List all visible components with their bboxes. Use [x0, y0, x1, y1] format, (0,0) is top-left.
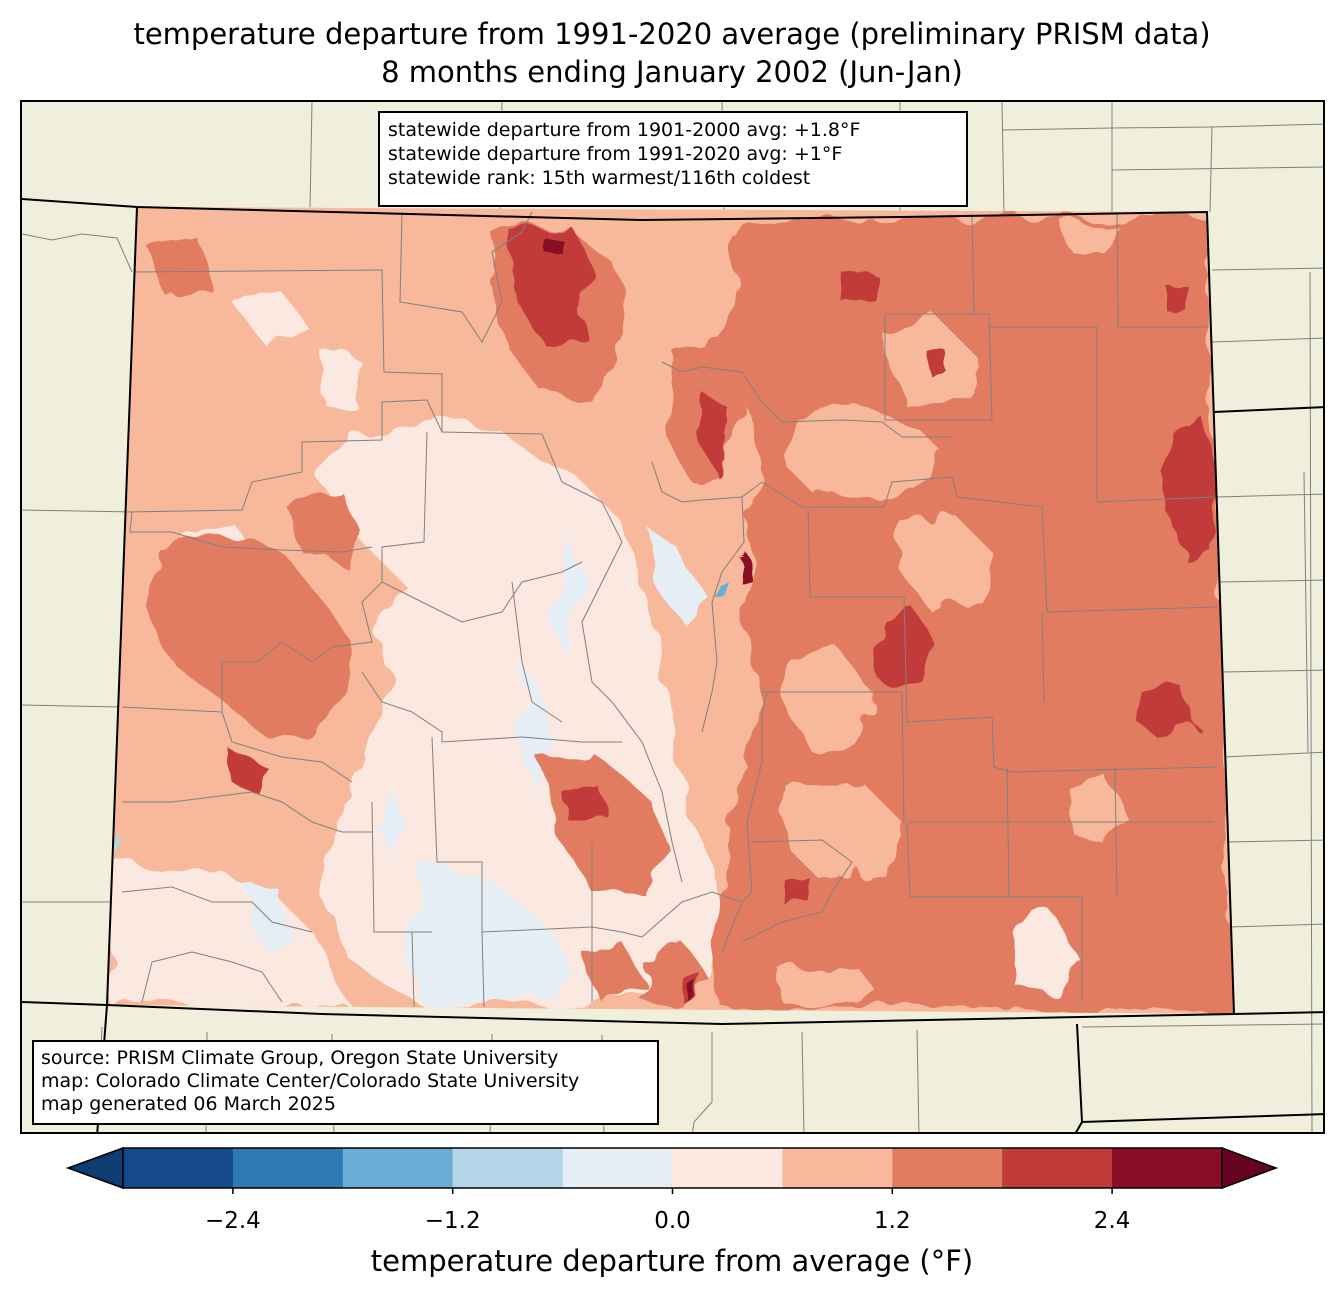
colorbar-extend-high	[1221, 1146, 1279, 1190]
colorbar-bin	[562, 1148, 673, 1188]
statewide-stats-box: statewide departure from 1901-2000 avg: …	[378, 111, 968, 207]
map-title: temperature departure from 1991-2020 ave…	[133, 17, 1211, 51]
colorbar-tick-label: −1.2	[424, 1208, 481, 1234]
colorbar-tick-label: 1.2	[874, 1208, 911, 1234]
stats-line-1991-2020: statewide departure from 1991-2020 avg: …	[388, 143, 843, 165]
map-subtitle: 8 months ending January 2002 (Jun-Jan)	[381, 55, 963, 89]
colorbar-bin	[232, 1148, 344, 1188]
source-box: source: PRISM Climate Group, Oregon Stat…	[32, 1040, 659, 1125]
colorbar-bin	[452, 1148, 564, 1188]
stats-line-rank: statewide rank: 15th warmest/116th colde…	[388, 167, 811, 189]
colorbar-tick-label: 2.4	[1093, 1208, 1131, 1234]
colorbar-tick-label: 0.0	[654, 1208, 691, 1234]
temperature-field	[107, 207, 1234, 1014]
colorbar-bin	[123, 1148, 234, 1188]
colorbar-bin	[342, 1148, 454, 1188]
colorbar-bin	[1112, 1148, 1223, 1188]
colorbar-bin	[892, 1148, 1003, 1188]
map-panel	[20, 100, 1325, 1134]
colorado-temperature-map	[22, 102, 1323, 1132]
colorbar-extend-low	[65, 1146, 124, 1190]
neighbor-county-lines	[22, 102, 1323, 1132]
colorbar	[65, 1146, 1279, 1194]
colorbar-bin	[1002, 1148, 1113, 1188]
generated-date-line: map generated 06 March 2025	[41, 1093, 336, 1115]
state-boundaries	[22, 198, 1323, 1132]
stats-line-1901-2000: statewide departure from 1901-2000 avg: …	[388, 119, 861, 141]
colorbar-tick-label: −2.4	[204, 1208, 261, 1234]
source-line: source: PRISM Climate Group, Oregon Stat…	[41, 1047, 559, 1069]
map-credit-line: map: Colorado Climate Center/Colorado St…	[41, 1070, 580, 1092]
colorbar-bin	[782, 1148, 893, 1188]
colorbar-bin	[672, 1148, 783, 1188]
county-lines	[121, 211, 1218, 1008]
colorbar-label: temperature departure from average (°F)	[370, 1244, 974, 1278]
